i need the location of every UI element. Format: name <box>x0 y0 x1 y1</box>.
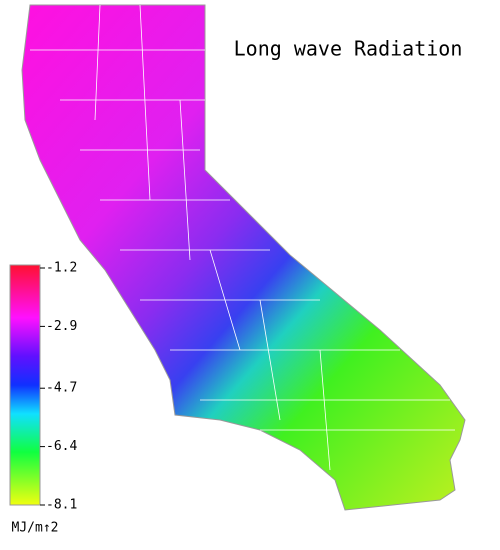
tick-label: -4.7 <box>46 381 77 396</box>
tick-label: -6.4 <box>46 439 77 454</box>
california-shape <box>21 4 466 511</box>
county-lines <box>30 4 455 471</box>
color-scale-ticks: -1.2 -2.9 -4.7 -6.4 -8.1 <box>40 261 77 513</box>
unit-label: MJ/m↑2 <box>12 521 59 536</box>
tick-label: -8.1 <box>46 498 77 513</box>
tick-label: -2.9 <box>46 319 77 334</box>
tick-label: -1.2 <box>46 261 77 276</box>
color-scale <box>9 264 41 506</box>
map-title: Long wave Radiation <box>234 37 463 61</box>
